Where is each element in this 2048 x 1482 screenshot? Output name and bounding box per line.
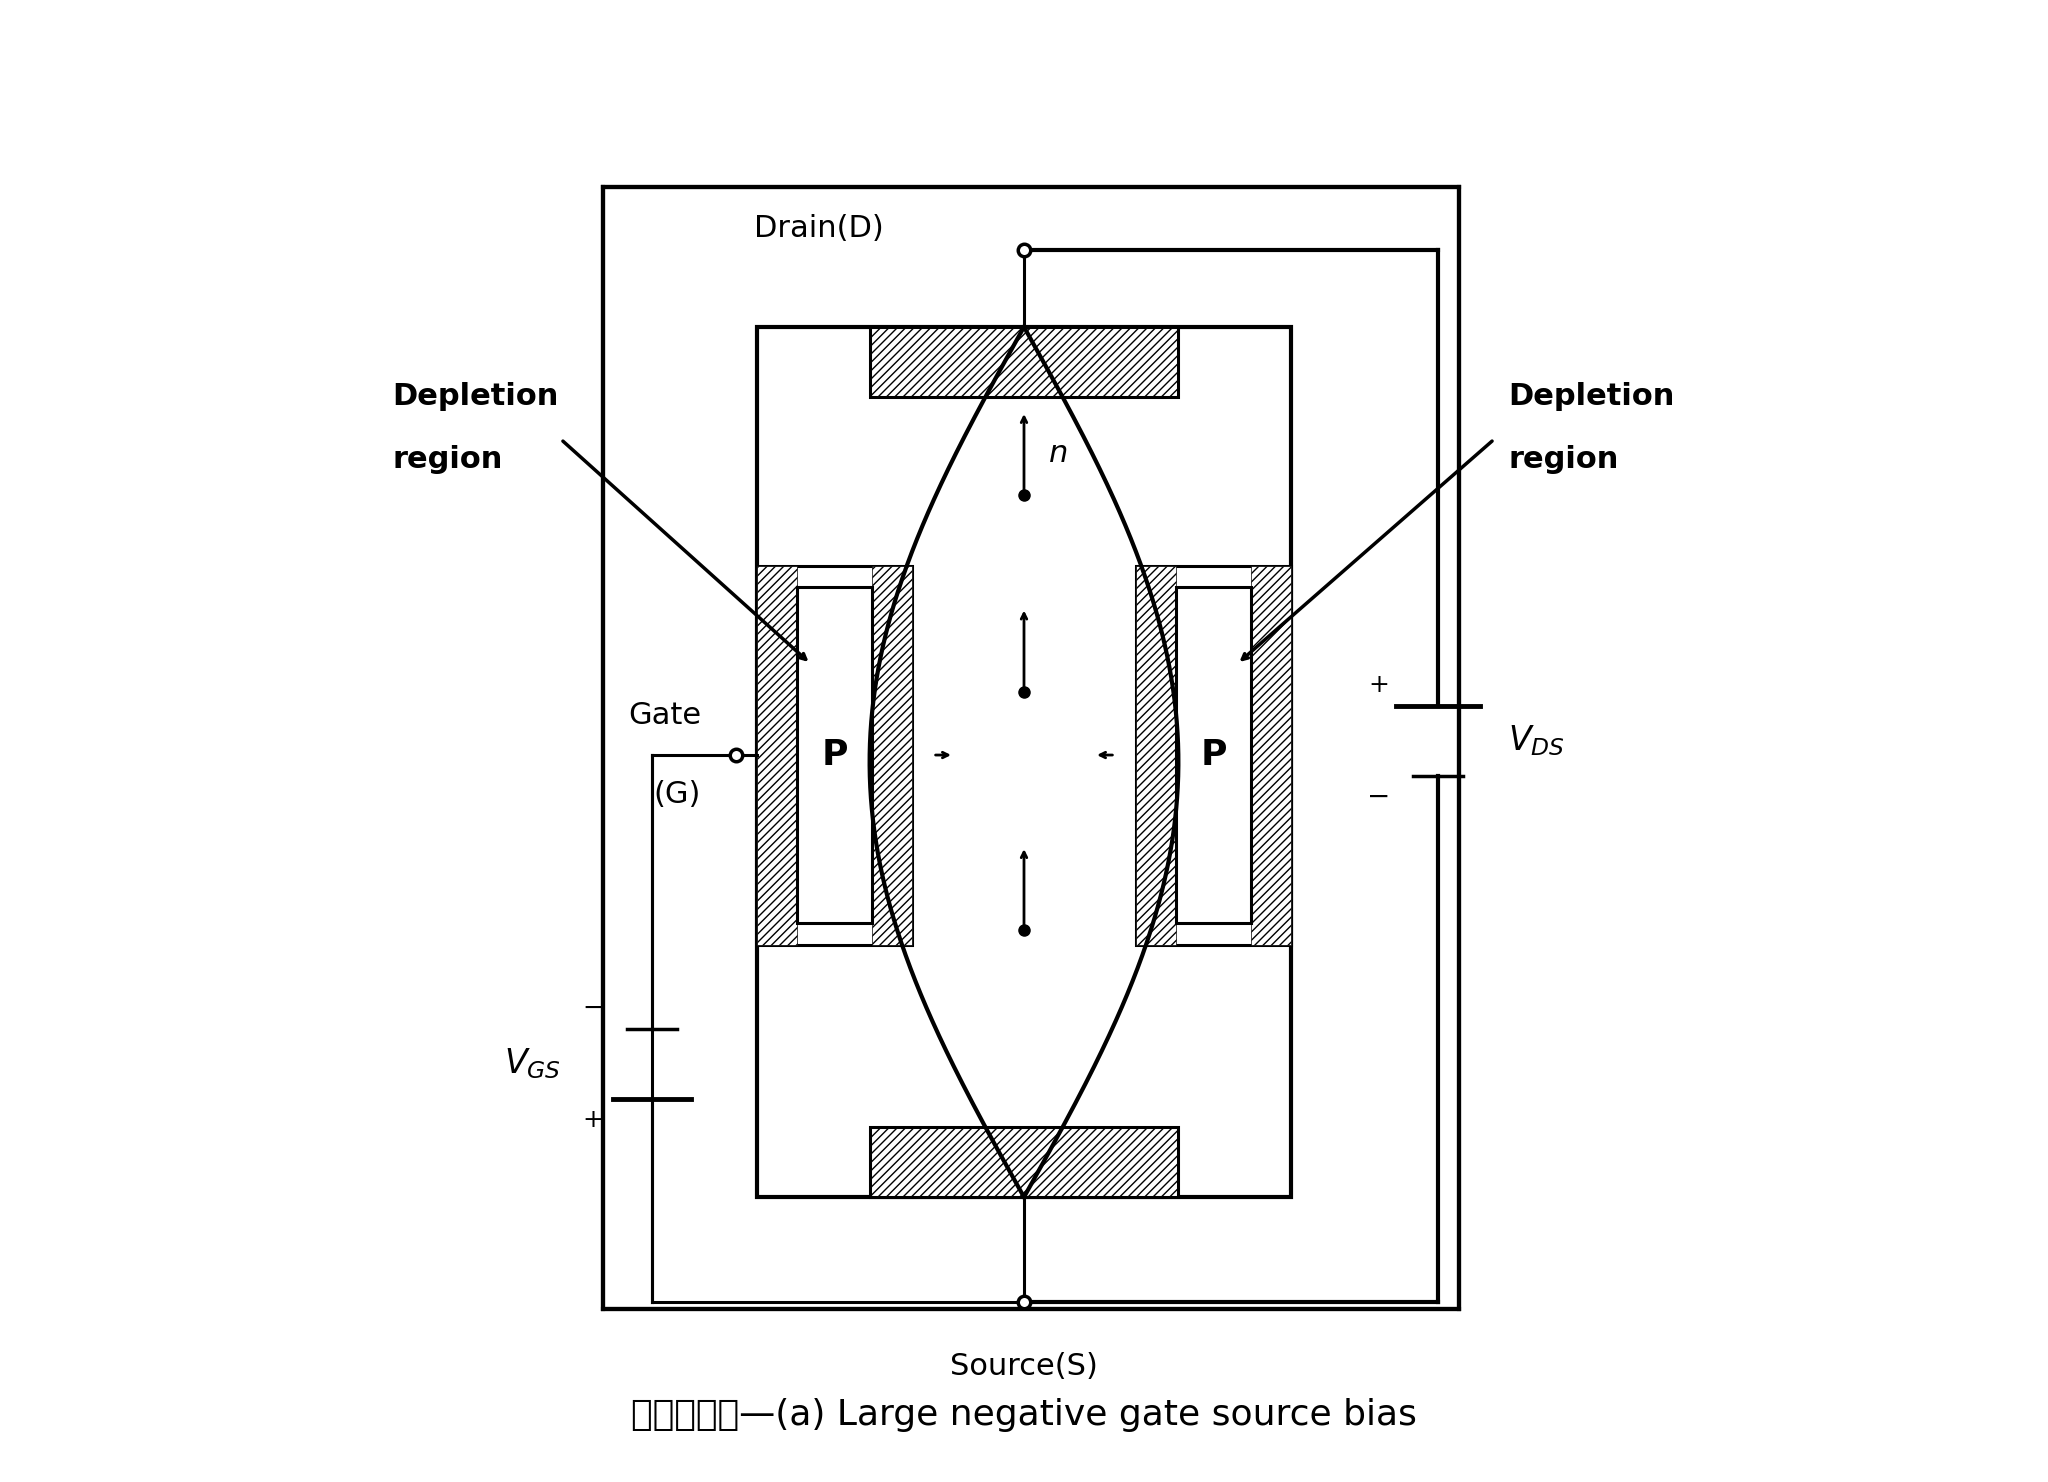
Text: Depletion: Depletion [1507, 382, 1675, 411]
Bar [797, 587, 872, 923]
Text: P: P [1200, 738, 1227, 772]
Bar [1251, 566, 1290, 944]
Text: Drain(D): Drain(D) [754, 215, 883, 243]
Text: Depletion: Depletion [393, 382, 559, 411]
Text: region: region [393, 445, 504, 474]
Bar [758, 566, 911, 944]
Text: Source(S): Source(S) [950, 1352, 1098, 1381]
Text: चित्र—(a) Large negative gate source bias: चित्र—(a) Large negative gate source bia… [631, 1398, 1417, 1432]
Text: P: P [821, 738, 848, 772]
Bar [758, 566, 797, 944]
Text: $V_{DS}$: $V_{DS}$ [1507, 723, 1565, 759]
Text: Gate: Gate [629, 701, 700, 729]
Text: +: + [584, 1109, 604, 1132]
Text: −: − [1368, 782, 1391, 811]
Text: −: − [582, 996, 604, 1020]
Text: region: region [1507, 445, 1618, 474]
Bar [1176, 587, 1251, 923]
Bar [1137, 566, 1290, 944]
Text: (G): (G) [653, 781, 700, 809]
Text: n: n [1049, 439, 1069, 468]
Bar [872, 566, 911, 944]
Bar [1137, 566, 1176, 944]
Bar [870, 328, 1178, 397]
Text: $V_{GS}$: $V_{GS}$ [504, 1046, 561, 1082]
Bar [870, 1126, 1178, 1197]
Text: +: + [1368, 673, 1389, 697]
Bar [758, 328, 1290, 1197]
Bar [602, 187, 1458, 1310]
